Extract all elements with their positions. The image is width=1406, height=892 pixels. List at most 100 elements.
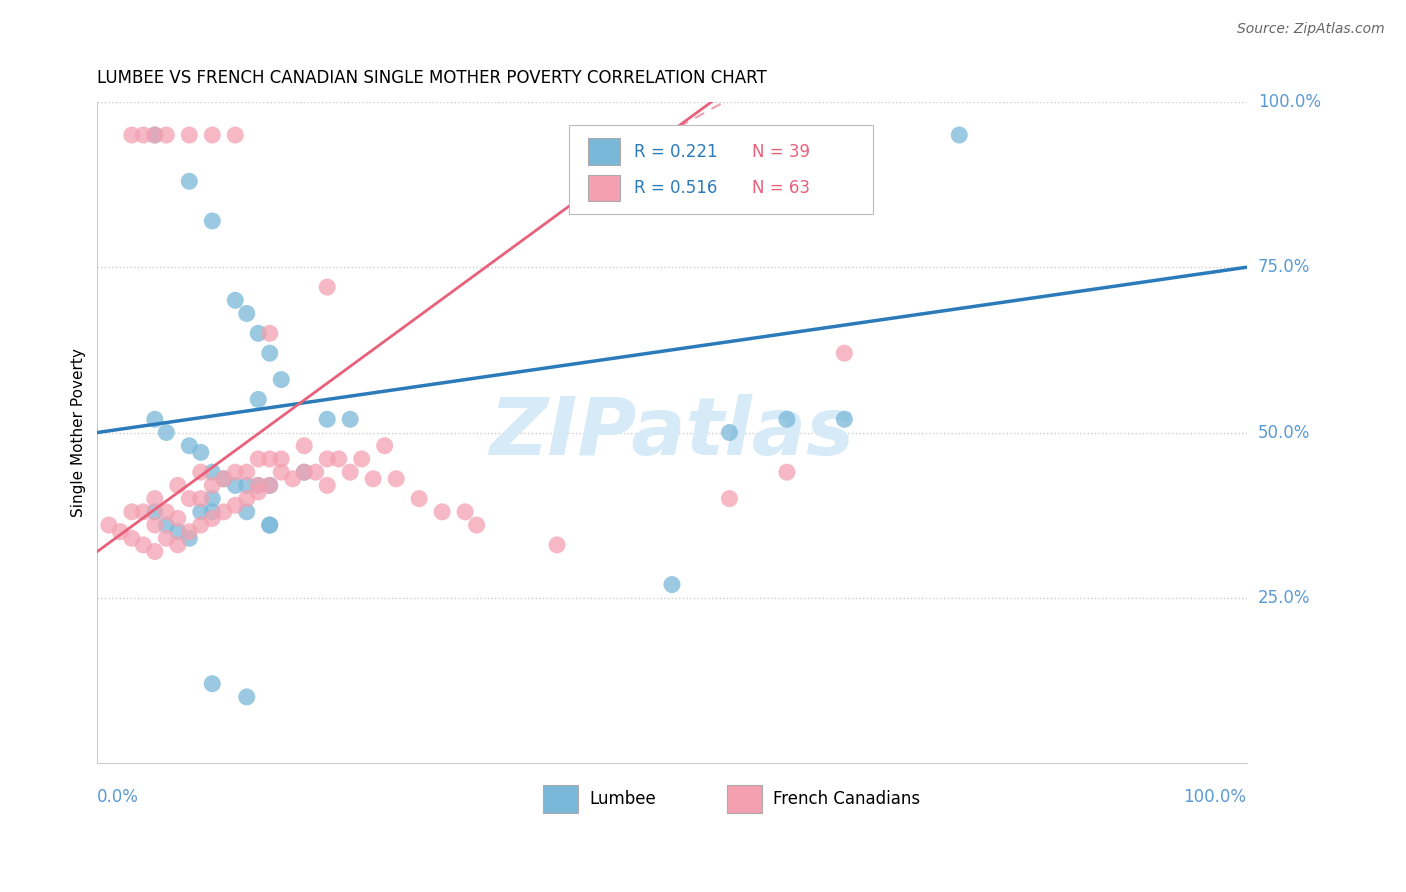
Y-axis label: Single Mother Poverty: Single Mother Poverty [72, 348, 86, 517]
Point [201, 214, 224, 228]
Point [190, 505, 212, 519]
Point [179, 491, 201, 506]
Point [235, 491, 257, 506]
Point [316, 452, 339, 467]
Point [212, 505, 235, 519]
Point [661, 577, 683, 591]
Point [292, 439, 315, 453]
Point [305, 465, 328, 479]
Point [224, 465, 246, 479]
Text: French Canadians: French Canadians [773, 789, 921, 808]
Point [110, 524, 132, 539]
Point [465, 518, 488, 533]
Point [339, 412, 361, 426]
FancyBboxPatch shape [727, 785, 762, 813]
Point [776, 412, 799, 426]
Point [546, 538, 568, 552]
FancyBboxPatch shape [588, 138, 620, 165]
Text: R = 0.516: R = 0.516 [634, 179, 717, 197]
Text: 25.0%: 25.0% [1258, 589, 1310, 607]
Text: 75.0%: 75.0% [1258, 259, 1310, 277]
Text: ZIPatlas: ZIPatlas [489, 393, 855, 472]
Point [155, 128, 177, 142]
Point [166, 538, 188, 552]
Point [270, 452, 292, 467]
FancyBboxPatch shape [568, 125, 873, 214]
Point [97, 518, 120, 533]
Point [155, 518, 177, 533]
Point [316, 280, 339, 294]
Text: Source: ZipAtlas.com: Source: ZipAtlas.com [1237, 22, 1385, 37]
Point [143, 128, 166, 142]
Point [179, 128, 201, 142]
Point [224, 478, 246, 492]
Point [259, 326, 281, 341]
Point [270, 373, 292, 387]
Point [350, 452, 373, 467]
Point [201, 511, 224, 525]
Point [166, 524, 188, 539]
Point [143, 128, 166, 142]
Point [201, 491, 224, 506]
Point [259, 478, 281, 492]
Point [143, 505, 166, 519]
Point [430, 505, 453, 519]
Point [212, 472, 235, 486]
Text: N = 39: N = 39 [752, 143, 810, 161]
Point [247, 392, 270, 407]
Point [143, 491, 166, 506]
Point [121, 531, 143, 545]
FancyBboxPatch shape [543, 785, 578, 813]
Point [247, 326, 270, 341]
Point [718, 491, 741, 506]
Point [259, 452, 281, 467]
Point [201, 676, 224, 690]
Point [190, 465, 212, 479]
Point [235, 465, 257, 479]
Point [247, 478, 270, 492]
FancyBboxPatch shape [588, 175, 620, 201]
Point [201, 465, 224, 479]
Point [235, 505, 257, 519]
Point [361, 472, 384, 486]
Point [201, 478, 224, 492]
Point [212, 472, 235, 486]
Point [201, 128, 224, 142]
Point [316, 412, 339, 426]
Point [121, 505, 143, 519]
Point [121, 128, 143, 142]
Point [166, 478, 188, 492]
Point [385, 472, 408, 486]
Text: 100.0%: 100.0% [1258, 93, 1320, 111]
Point [948, 128, 970, 142]
Point [259, 478, 281, 492]
Point [179, 439, 201, 453]
Point [247, 478, 270, 492]
Point [259, 518, 281, 533]
Point [132, 128, 155, 142]
Point [374, 439, 396, 453]
Point [224, 128, 246, 142]
Point [235, 690, 257, 704]
Point [190, 518, 212, 533]
Point [834, 346, 856, 360]
Point [190, 491, 212, 506]
Text: 0.0%: 0.0% [97, 788, 139, 806]
Point [201, 505, 224, 519]
Point [292, 465, 315, 479]
Point [292, 465, 315, 479]
Point [259, 518, 281, 533]
Text: Lumbee: Lumbee [589, 789, 657, 808]
Text: N = 63: N = 63 [752, 179, 810, 197]
Text: 100.0%: 100.0% [1184, 788, 1247, 806]
Point [259, 346, 281, 360]
Point [776, 465, 799, 479]
Text: R = 0.221: R = 0.221 [634, 143, 717, 161]
Point [339, 465, 361, 479]
Point [179, 174, 201, 188]
Point [143, 412, 166, 426]
Point [235, 306, 257, 320]
Point [179, 531, 201, 545]
Point [166, 511, 188, 525]
Point [143, 544, 166, 558]
